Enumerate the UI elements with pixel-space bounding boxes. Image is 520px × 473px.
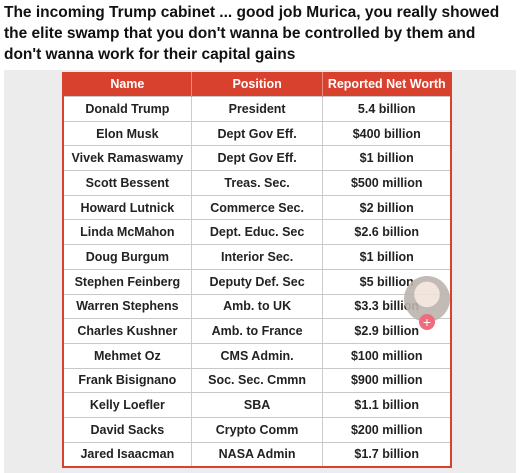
table-cell: Stephen Feinberg: [63, 268, 192, 294]
post-text: The incoming Trump cabinet ... good job …: [4, 4, 500, 63]
table-row: Warren Stephens Amb. to UK $3.3 billion: [63, 293, 452, 319]
table-row: Howard Lutnick Commerce Sec. $2 billion: [63, 194, 452, 220]
table-cell: Dept Gov Eff.: [191, 120, 324, 146]
table-cell: Amb. to UK: [191, 293, 324, 319]
table-cell: $2 billion: [322, 194, 452, 220]
table-cell: $1 billion: [322, 145, 452, 171]
table-row: Scott Bessent Treas. Sec. $500 million: [63, 170, 452, 196]
table-cell: Soc. Sec. Cmmn: [191, 367, 324, 393]
table-row: Linda McMahon Dept. Educ. Sec $2.6 billion: [63, 219, 452, 245]
header-cell: Name: [63, 72, 192, 97]
table-cell: Commerce Sec.: [191, 194, 324, 220]
table-cell: $1 billion: [322, 244, 452, 270]
table-cell: $2.6 billion: [322, 219, 452, 245]
table-cell: Interior Sec.: [191, 244, 324, 270]
table-cell: Dept Gov Eff.: [191, 145, 324, 171]
table-cell: Scott Bessent: [63, 170, 192, 196]
table-cell: Warren Stephens: [63, 293, 192, 319]
table-cell: $1.1 billion: [322, 392, 452, 418]
table-cell: Linda McMahon: [63, 219, 192, 245]
table-cell: $1.7 billion: [322, 441, 452, 468]
table-cell: NASA Admin: [191, 441, 324, 468]
table-cell: $200 million: [322, 416, 452, 443]
header-cell: Position: [191, 72, 324, 97]
table-row: Stephen Feinberg Deputy Def. Sec $5 billio…: [63, 268, 452, 294]
follow-button[interactable]: +: [419, 314, 435, 330]
table-cell: 5.4 billion: [322, 96, 452, 122]
table-row: Elon Musk Dept Gov Eff. $400 billion: [63, 120, 452, 146]
table-cell: $900 million: [322, 367, 452, 393]
table-row: Donald Trump President 5.4 billion: [63, 96, 452, 122]
table-row: Jared Isaacman NASA Admin $1.7 billion: [63, 441, 452, 468]
table-cell: SBA: [191, 392, 324, 418]
table-row: Charles Kushner Amb. to France $2.9 billio…: [63, 318, 452, 344]
table-cell: Charles Kushner: [63, 318, 192, 344]
table-row: Frank Bisignano Soc. Sec. Cmmn $900 millio…: [63, 367, 452, 393]
table-cell: Deputy Def. Sec: [191, 268, 324, 294]
table-cell: Doug Burgum: [63, 244, 192, 270]
table-cell: Crypto Comm: [191, 416, 324, 443]
header-cell: Reported Net Worth: [322, 72, 452, 97]
table-cell: Mehmet Oz: [63, 342, 192, 369]
table-body: Donald Trump President 5.4 billion Elon Mus…: [63, 96, 452, 468]
net-worth-table: Name Position Reported Net Worth Donald Tr…: [62, 72, 452, 469]
table-cell: Donald Trump: [63, 96, 192, 122]
table-cell: President: [191, 96, 324, 122]
table-cell: Frank Bisignano: [63, 367, 192, 393]
table-row: David Sacks Crypto Comm $200 million: [63, 416, 452, 443]
table-row: Mehmet Oz CMS Admin. $100 million: [63, 342, 452, 369]
table-cell: $500 million: [322, 170, 452, 196]
header-row: Name Position Reported Net Worth: [63, 72, 452, 97]
table-cell: Amb. to France: [191, 318, 324, 344]
table-cell: Vivek Ramaswamy: [63, 145, 192, 171]
table-cell: Dept. Educ. Sec: [191, 219, 324, 245]
table-cell: David Sacks: [63, 416, 192, 443]
table-cell: $400 billion: [322, 120, 452, 146]
table-cell: Treas. Sec.: [191, 170, 324, 196]
table-cell: CMS Admin.: [191, 342, 324, 369]
table-cell: Howard Lutnick: [63, 194, 192, 220]
table-row: Doug Burgum Interior Sec. $1 billion: [63, 244, 452, 270]
table-row: Kelly Loefler SBA $1.1 billion: [63, 392, 452, 418]
table-cell: Jared Isaacman: [63, 441, 192, 468]
table-row: Vivek Ramaswamy Dept Gov Eff. $1 billion: [63, 145, 452, 171]
table-cell: Elon Musk: [63, 120, 192, 146]
table-cell: Kelly Loefler: [63, 392, 192, 418]
table-cell: $100 million: [322, 342, 452, 369]
